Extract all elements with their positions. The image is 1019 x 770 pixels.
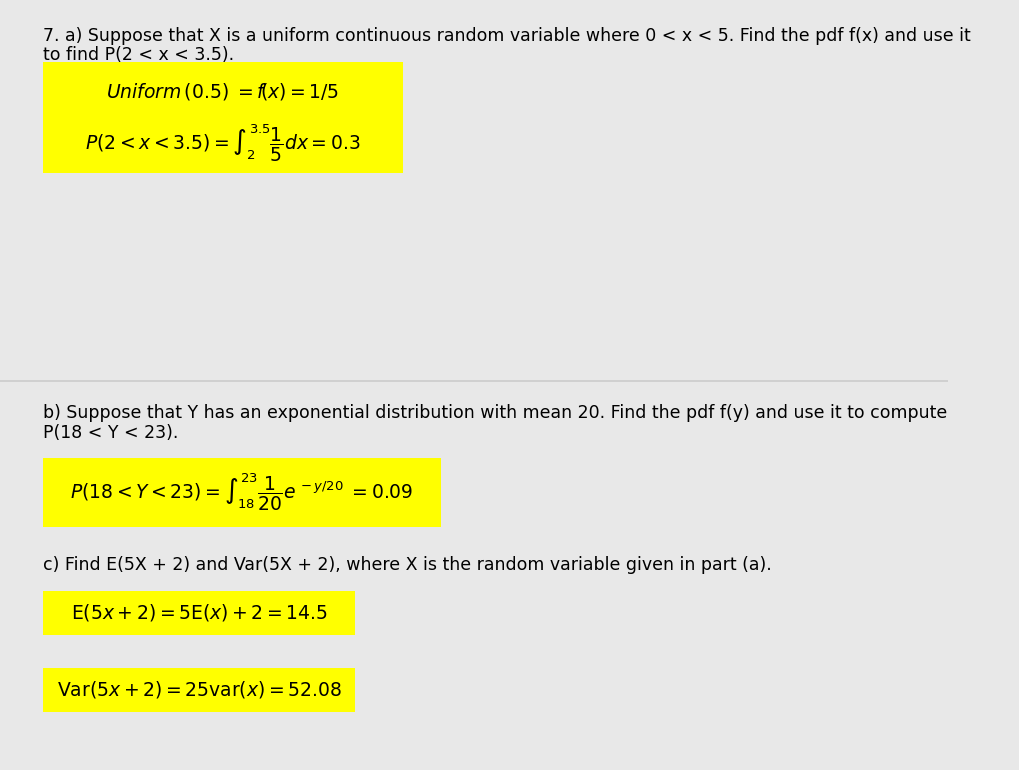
Text: $\mathrm{E}(5x+2)=5\mathrm{E}(x)+2=14.5$: $\mathrm{E}(5x+2)=5\mathrm{E}(x)+2=14.5$ — [70, 602, 327, 624]
Text: 7. a) Suppose that X is a uniform continuous random variable where 0 < x < 5. Fi: 7. a) Suppose that X is a uniform contin… — [43, 27, 970, 45]
FancyBboxPatch shape — [43, 668, 356, 712]
Text: to find P(2 < x < 3.5).: to find P(2 < x < 3.5). — [43, 46, 233, 64]
Text: $P(18<Y<23)=\int_{18}^{23}\dfrac{1}{20}e^{\,-y/20}\;=0.09$: $P(18<Y<23)=\int_{18}^{23}\dfrac{1}{20}e… — [70, 472, 414, 514]
Text: $\mathit{Uniform}\,(0.5)\;=f\!\left(x\right)=1/5$: $\mathit{Uniform}\,(0.5)\;=f\!\left(x\ri… — [106, 81, 339, 102]
Text: P(18 < Y < 23).: P(18 < Y < 23). — [43, 424, 178, 441]
FancyBboxPatch shape — [43, 591, 356, 635]
FancyBboxPatch shape — [43, 62, 403, 173]
Text: $\mathrm{Var}(5x+2)=25\mathrm{var}(x)=52.08$: $\mathrm{Var}(5x+2)=25\mathrm{var}(x)=52… — [57, 679, 341, 701]
Text: c) Find E(5X + 2) and Var(5X + 2), where X is the random variable given in part : c) Find E(5X + 2) and Var(5X + 2), where… — [43, 556, 771, 574]
Text: b) Suppose that Y has an exponential distribution with mean 20. Find the pdf f(y: b) Suppose that Y has an exponential dis… — [43, 404, 947, 422]
Text: $P(2<x<3.5)=\int_{2}^{3.5}\dfrac{1}{5}dx=0.3$: $P(2<x<3.5)=\int_{2}^{3.5}\dfrac{1}{5}dx… — [85, 123, 361, 164]
FancyBboxPatch shape — [43, 458, 440, 527]
